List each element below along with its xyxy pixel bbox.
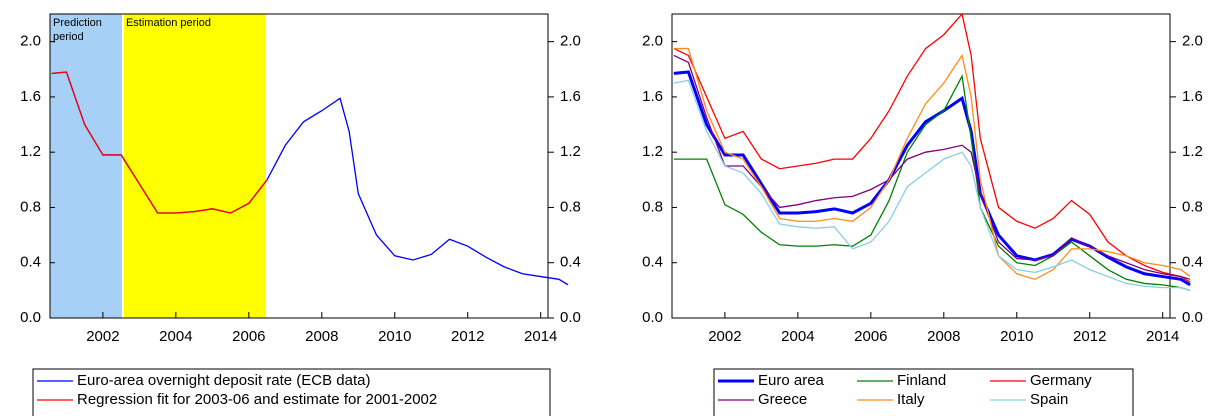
y-tick-label: 1.2 [20,143,41,160]
x-tick-label: 2010 [378,328,411,345]
legend-label: Finland [897,372,946,389]
region-label: Estimation period [125,17,211,29]
x-tick-label: 2002 [86,328,119,345]
series-line [673,74,1191,291]
y-tick-label: 2.0 [642,33,663,50]
legend-label: Euro area [758,372,825,389]
legend-label: Greece [758,391,807,408]
y2-tick-label: 0.0 [560,309,581,326]
y2-tick-label: 1.2 [1182,143,1203,160]
x-tick-label: 2014 [1146,328,1179,345]
x-tick-label: 2004 [781,328,814,345]
y-tick-label: 1.2 [642,143,663,160]
x-tick-label: 2008 [305,328,338,345]
y2-tick-label: 1.2 [560,143,581,160]
x-tick-label: 2014 [524,328,557,345]
y2-tick-label: 2.0 [1182,33,1203,50]
y-tick-label: 0.4 [20,254,41,271]
series-line [673,12,1191,283]
y-tick-label: 0.4 [642,254,663,271]
series-line [673,47,1191,281]
y2-tick-label: 1.6 [560,88,581,105]
x-tick-label: 2006 [232,328,265,345]
y-tick-label: 0.0 [20,309,41,326]
y2-tick-label: 2.0 [560,33,581,50]
shaded-region [122,14,266,318]
x-tick-label: 2012 [451,328,484,345]
y2-tick-label: 0.8 [1182,198,1203,215]
y-tick-label: 0.8 [642,198,663,215]
y2-tick-label: 0.8 [560,198,581,215]
plot-frame [671,13,1171,319]
x-tick-label: 2002 [708,328,741,345]
y-tick-label: 1.6 [642,88,663,105]
x-tick-label: 2010 [1000,328,1033,345]
x-tick-label: 2012 [1073,328,1106,345]
y2-tick-label: 0.0 [1182,309,1203,326]
legend-label: Germany [1030,372,1092,389]
legend-box [32,368,551,416]
series-line [51,71,268,214]
series-line [673,79,1191,291]
y2-tick-label: 0.4 [560,254,581,271]
region-label: Prediction period [53,17,102,43]
x-tick-label: 2006 [854,328,887,345]
legend-label: Spain [1030,391,1068,408]
legend-label: Italy [897,391,925,408]
shaded-region [50,14,123,318]
y-tick-label: 1.6 [20,88,41,105]
legend-label: Regression fit for 2003-06 and estimate … [77,391,437,408]
legend-box [713,368,1134,416]
y-tick-label: 0.8 [20,198,41,215]
x-tick-label: 2008 [927,328,960,345]
y-tick-label: 2.0 [20,33,41,50]
y-tick-label: 0.0 [642,309,663,326]
plot-frame [49,13,549,319]
y2-tick-label: 0.4 [1182,254,1203,271]
legend-label: Euro-area overnight deposit rate (ECB da… [77,372,371,389]
y2-tick-label: 1.6 [1182,88,1203,105]
x-tick-label: 2004 [159,328,192,345]
